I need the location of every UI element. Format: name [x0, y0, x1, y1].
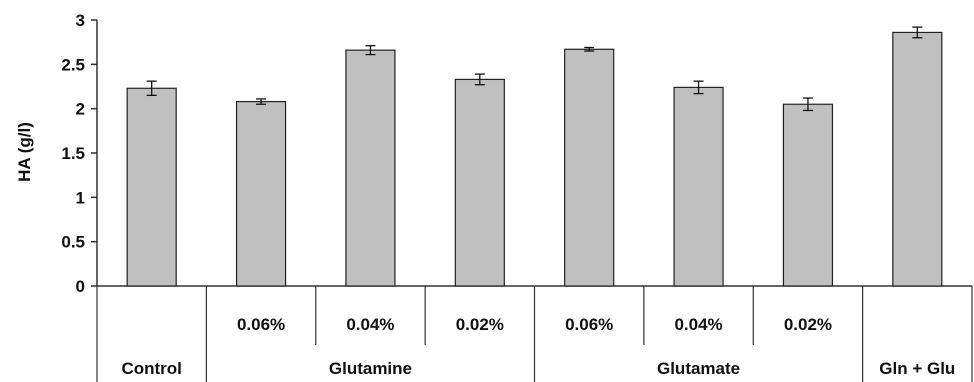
- y-ticks: 0 0.5 1 1.5 2 2.5 3: [61, 11, 97, 296]
- y-axis-label-group: HA (g/l): [15, 122, 34, 182]
- y-tick-label: 0.5: [61, 233, 85, 252]
- category-table: Control 0.06% 0.04% 0.02% Glutamine 0.06% 0.04…: [96, 286, 973, 382]
- bar: [892, 31, 943, 287]
- y-tick-label: 1.5: [61, 144, 85, 163]
- group-label: Gln + Glu: [879, 359, 955, 378]
- subcategory-label: 0.06%: [565, 315, 613, 334]
- subcategory-label: 0.04%: [346, 315, 394, 334]
- subcategory-label: 0.04%: [674, 315, 722, 334]
- bar: [235, 100, 287, 287]
- group-label: Glutamine: [329, 359, 412, 378]
- bars: [126, 31, 943, 287]
- group-label: Control: [121, 359, 181, 378]
- y-tick-label: 2: [76, 100, 85, 119]
- bar: [454, 78, 505, 287]
- bar: [782, 103, 834, 287]
- subcategory-label: 0.02%: [456, 315, 504, 334]
- bar: [126, 87, 177, 287]
- y-tick-label: 2.5: [61, 55, 85, 74]
- y-tick-label: 0: [76, 277, 85, 296]
- bar: [673, 86, 724, 287]
- error-bars: [146, 26, 923, 112]
- y-tick-label: 1: [76, 188, 85, 207]
- group-label: Glutamate: [657, 359, 740, 378]
- axes: [96, 20, 972, 287]
- subcategory-label: 0.06%: [237, 315, 285, 334]
- subcategory-label: 0.02%: [784, 315, 832, 334]
- bar: [345, 49, 396, 287]
- y-tick-label: 3: [76, 11, 85, 30]
- y-axis-label: HA (g/l): [15, 122, 34, 182]
- bar: [564, 48, 615, 287]
